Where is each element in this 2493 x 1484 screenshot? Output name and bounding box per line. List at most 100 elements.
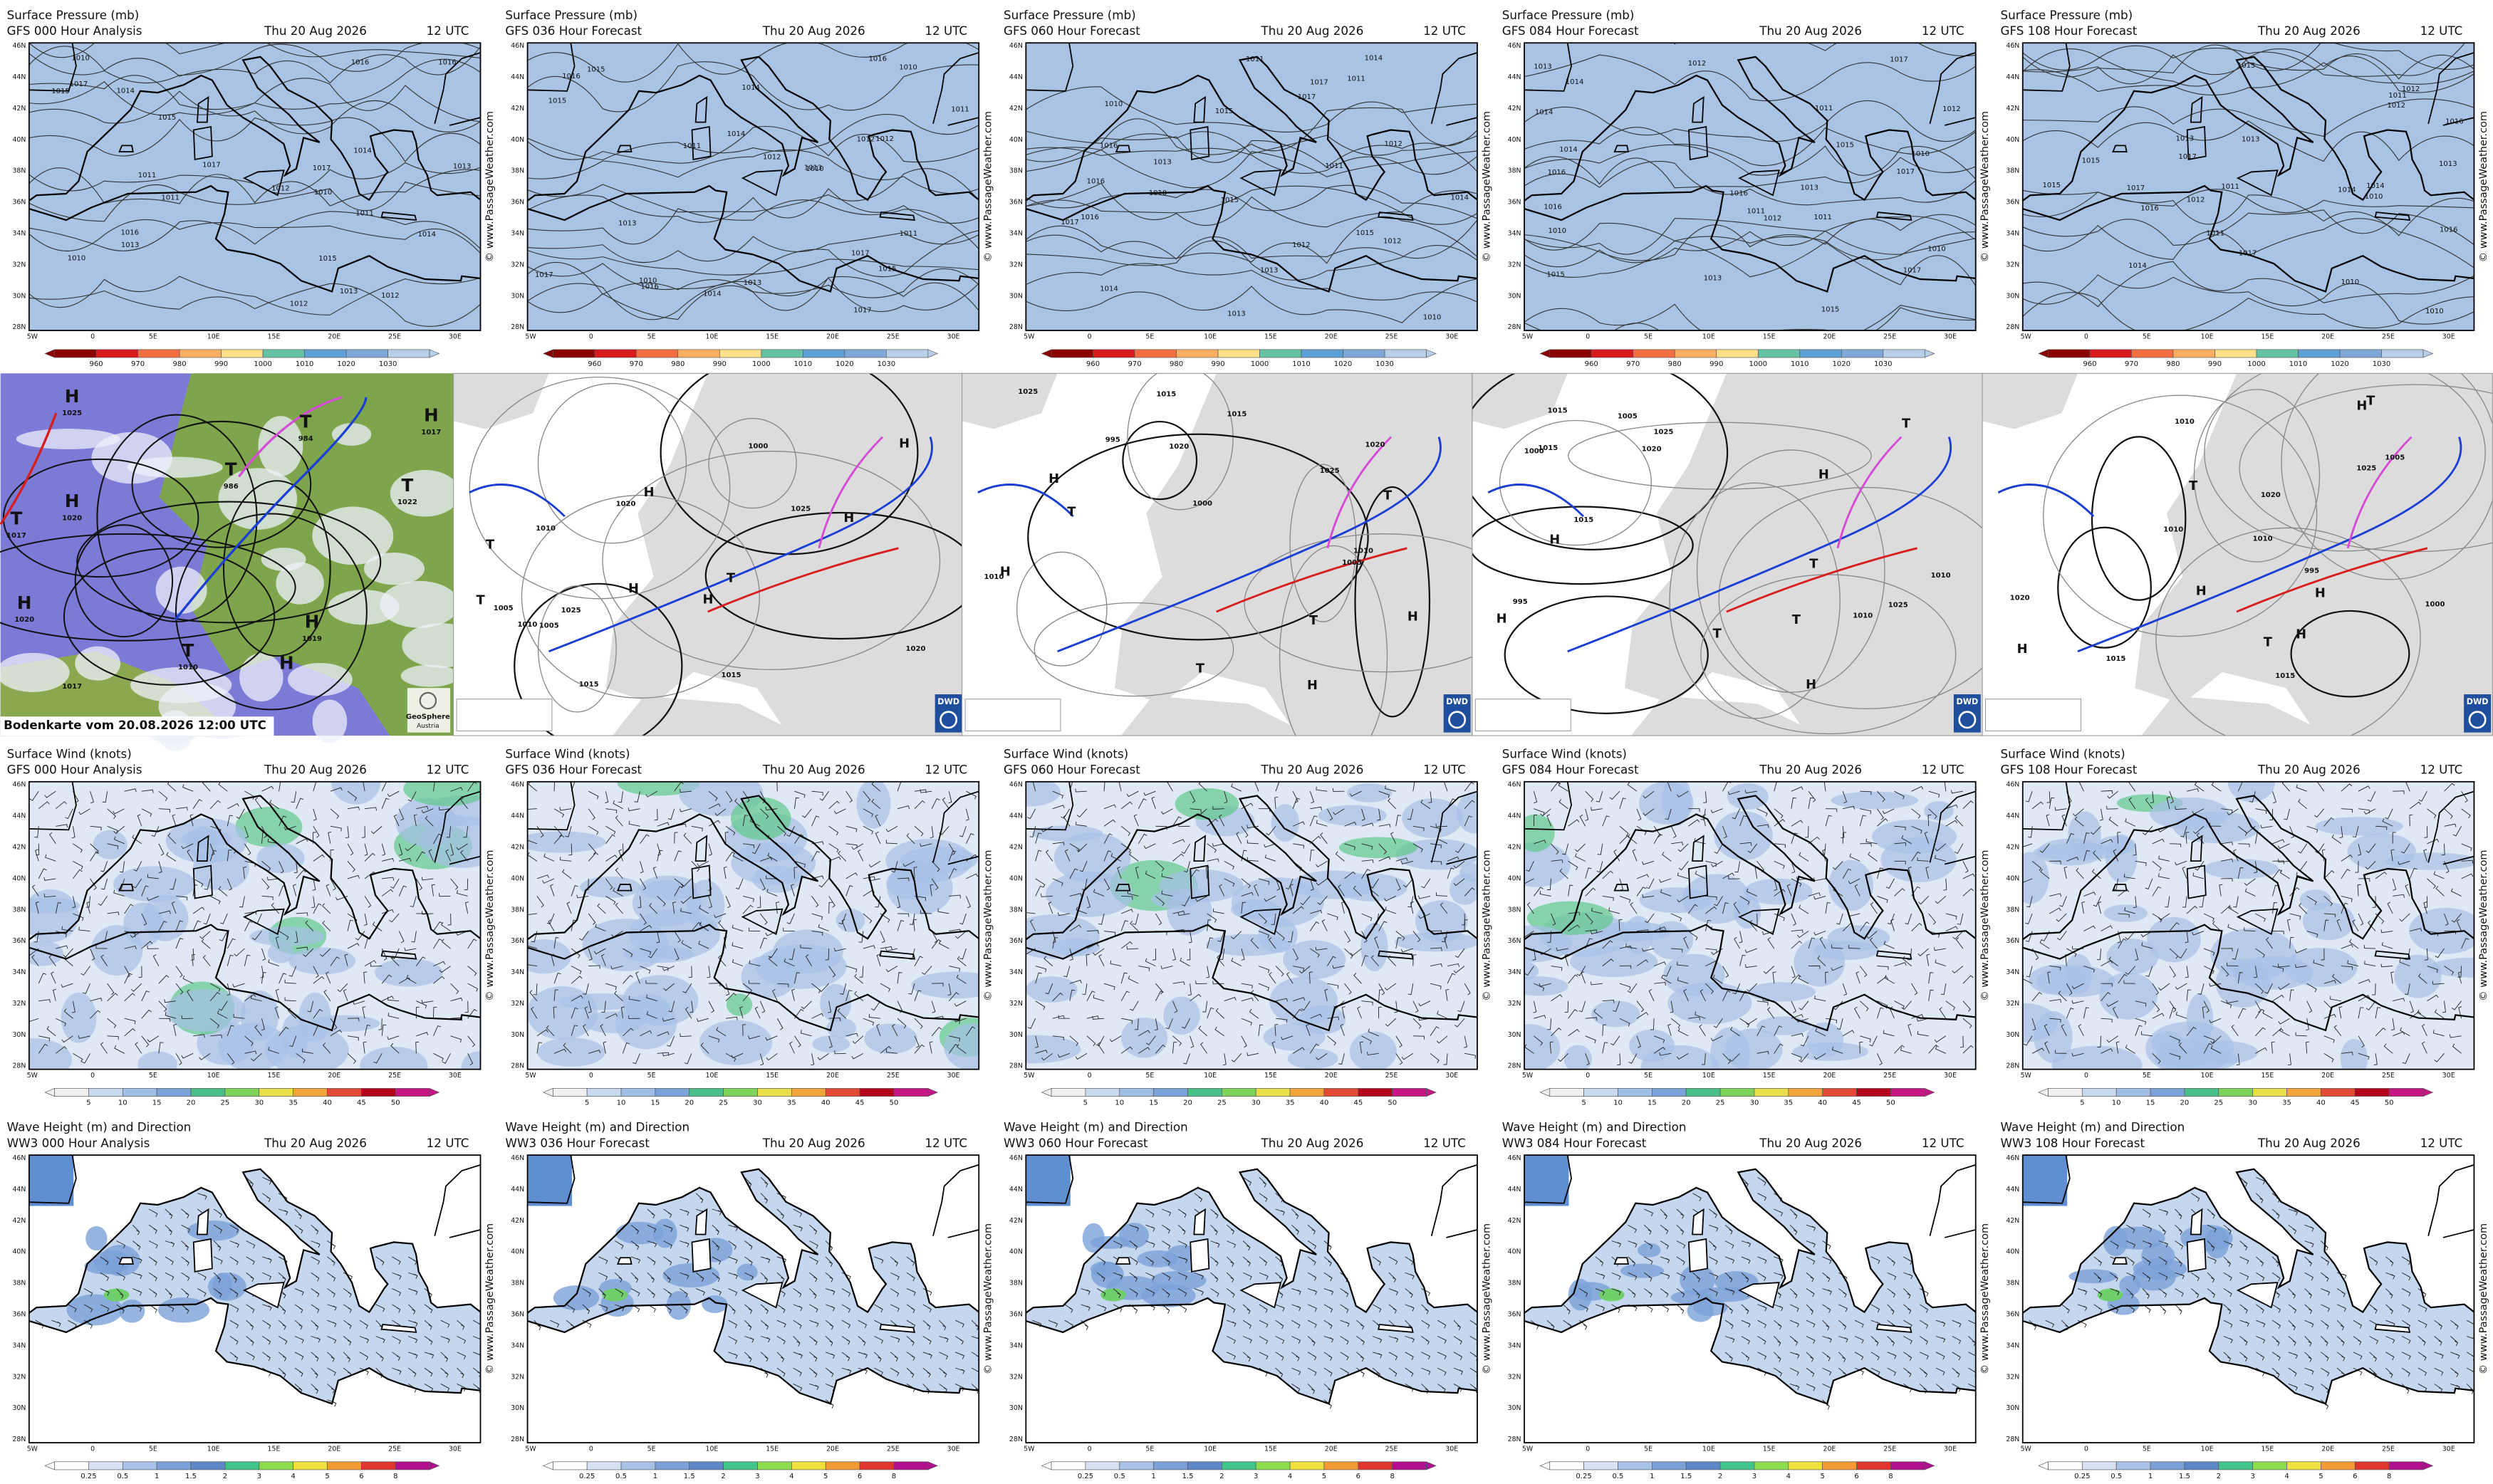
- wind-speed-patch: [773, 929, 843, 973]
- colorbar-label: 15: [1149, 1099, 1158, 1107]
- coastline: [1524, 1155, 1572, 1204]
- wind-barb: [381, 798, 390, 809]
- wave-arrow: [132, 1272, 142, 1280]
- wind-barb: [296, 946, 308, 951]
- wave-arrow: [1177, 1224, 1186, 1235]
- wind-barb: [742, 790, 750, 803]
- wind-barb: [1172, 816, 1182, 827]
- wind-barb: [897, 1018, 907, 1029]
- wind-barb: [891, 861, 898, 873]
- isobar: [28, 43, 481, 59]
- wind-barb: [260, 966, 264, 978]
- wind-barb: [227, 803, 239, 810]
- wind-barb: [1412, 781, 1415, 792]
- wave-arrow: [906, 1367, 915, 1378]
- wind-barb: [95, 945, 108, 949]
- wave-arrow: [408, 1288, 418, 1295]
- map-content: [1026, 781, 1477, 1070]
- wind-barb: [244, 954, 251, 966]
- wave-arrow: [598, 1256, 608, 1265]
- wave-arrow: [197, 1193, 207, 1200]
- wave-arrow: [647, 1240, 657, 1248]
- wind-barb: [2272, 966, 2284, 972]
- wind-barb: [553, 1006, 557, 1019]
- cloud: [0, 652, 70, 692]
- wind-barb: [1412, 825, 1425, 832]
- wind-barb: [1118, 781, 1122, 792]
- wind-barb: [147, 1035, 160, 1043]
- cloud: [239, 653, 283, 702]
- wave-arrow: [630, 1224, 640, 1235]
- wind-barb: [1264, 843, 1276, 848]
- pressure-label: T: [1902, 416, 1911, 431]
- wind-barb: [811, 790, 823, 796]
- wave-arrow: [712, 1288, 722, 1296]
- wind-barb: [2363, 945, 2376, 949]
- coastline: [527, 781, 576, 831]
- colorbar-swatch: [387, 349, 430, 358]
- wind-barb: [1145, 1035, 1156, 1045]
- map-frame: [1524, 780, 1977, 1070]
- wind-barb: [914, 1044, 925, 1054]
- wind-barb: [546, 1025, 555, 1037]
- wind-barb: [897, 877, 910, 882]
- wave-arrow: [343, 1352, 351, 1363]
- pressure-label: 1022: [397, 498, 417, 506]
- pressure-label: 995: [1105, 436, 1120, 444]
- colorbar-label: 1: [1151, 1473, 1155, 1480]
- isobar: [28, 43, 481, 84]
- wind-barb: [2461, 859, 2474, 864]
- isobar-label: 1017: [1890, 56, 1908, 63]
- isobar-label: 1014: [353, 147, 372, 155]
- wind-barb: [1602, 940, 1613, 949]
- wave-arrow: [1822, 1256, 1832, 1264]
- wind-barb: [2427, 994, 2439, 1002]
- wind-barb: [897, 805, 910, 810]
- wind-barb: [1747, 843, 1758, 853]
- wind-barb: [2405, 884, 2410, 897]
- wind-barb: [588, 808, 595, 820]
- wind-barb: [1848, 944, 1860, 949]
- wind-barb: [381, 843, 386, 856]
- pressure-label: H: [644, 485, 655, 500]
- watermark: © www.PassageWeather.com: [1979, 850, 1991, 1001]
- wave-arrow: [1806, 1224, 1816, 1231]
- wave-arrow: [858, 1336, 866, 1346]
- colorbar-label: 990: [1709, 360, 1723, 368]
- wave-arrow: [1177, 1240, 1187, 1248]
- coastline: [486, 1018, 493, 1020]
- wind-barb: [1138, 798, 1147, 809]
- wind-speed-patch: [730, 797, 791, 840]
- lon-label: 0: [90, 333, 95, 341]
- dwd-logo-text: DWD: [1956, 697, 1978, 706]
- colorbar-arrow: [1924, 1087, 1935, 1097]
- lat-label: 32N: [2006, 261, 2019, 268]
- colorbar-swatch: [1187, 1461, 1222, 1470]
- wind-barb: [1894, 860, 1906, 864]
- wave-arrow: [392, 1304, 401, 1313]
- panel-run: GFS 036 Hour Forecast: [505, 23, 642, 38]
- wave-arrow: [825, 1272, 833, 1282]
- colorbar-label: 30: [1251, 1099, 1261, 1107]
- panel-title: Wave Height (m) and Direction: [1502, 1120, 1687, 1134]
- coastline: [2022, 43, 2071, 92]
- wave-arrow: [2207, 1240, 2215, 1251]
- wind-barb: [2461, 873, 2474, 879]
- wind-barb: [2186, 788, 2199, 792]
- wind-barb: [2158, 825, 2170, 832]
- wind-barb: [1306, 1024, 1311, 1036]
- wind-barb: [456, 843, 468, 850]
- wind-barb: [1653, 926, 1667, 931]
- pressure-label: H: [65, 386, 80, 407]
- wind-barb: [34, 826, 39, 838]
- wind-barb: [347, 943, 360, 949]
- wind-barb: [203, 913, 211, 925]
- wind-barb: [1894, 825, 1906, 831]
- colorbar-swatch: [259, 1461, 293, 1470]
- wind-barb: [811, 815, 820, 827]
- wind-barb: [323, 1043, 331, 1054]
- wind-barb: [2083, 966, 2095, 973]
- wind-barb: [2049, 860, 2061, 864]
- wind-barb: [645, 980, 657, 984]
- wave-arrow: [2142, 1208, 2151, 1218]
